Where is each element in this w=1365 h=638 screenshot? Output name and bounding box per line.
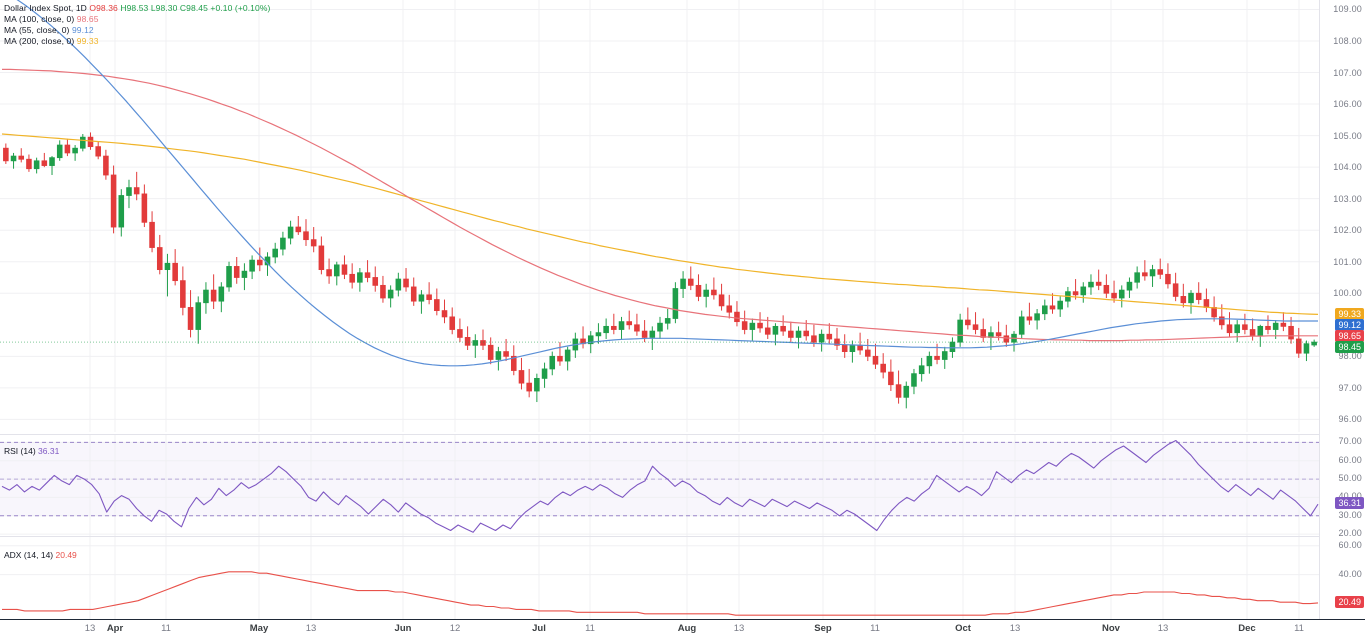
ma55-badge[interactable]: 99.12 [1335,319,1364,332]
time-tick-11: 11 [585,623,595,634]
time-tick-Apr: Apr [106,623,124,634]
price-tick-98.00: 98.00 [1338,351,1362,362]
price-tick-96.00: 96.00 [1338,414,1362,425]
ma200-badge[interactable]: 99.33 [1335,308,1364,321]
rsi-tick-50.00: 50.00 [1338,473,1362,484]
rsi-tick-70.00: 70.00 [1338,436,1362,447]
time-tick-11: 11 [1294,623,1304,634]
rsi-tick-40.00: 40.00 [1338,491,1362,501]
time-tick-11: 11 [870,623,880,634]
price-tick-100.00: 100.00 [1333,288,1362,299]
time-tick-11: 11 [161,623,171,634]
adx-pane[interactable] [0,536,1320,621]
price-tick-108.00: 108.00 [1333,35,1362,46]
rsi-badge[interactable]: 36.31 [1335,497,1364,510]
rsi-pane[interactable] [0,434,1320,536]
price-tick-109.00: 109.00 [1333,4,1362,15]
time-tick-Aug: Aug [677,623,697,634]
time-axis[interactable]: 13 Apr 11 May 13 Jun 12 Jul 11 Aug 13 Sep 11 Oct 13 Nov… [0,619,1365,638]
time-tick-Sep: Sep [814,623,832,634]
adx-tick-40.00: 40.00 [1338,568,1362,579]
price-tick-101.00: 101.00 [1333,256,1362,267]
time-tick-Jul: Jul [532,623,546,634]
price-tick-104.00: 104.00 [1333,162,1362,173]
adx-badge[interactable]: 20.49 [1335,595,1364,608]
price-axis[interactable]: 109.00 108.00 107.00 106.00 105.00 104.00 103.… [1319,0,1365,620]
rsi-tick-60.00: 60.00 [1338,454,1362,465]
price-tick-105.00: 105.00 [1333,130,1362,141]
ma100-badge[interactable]: 98.65 [1335,330,1364,343]
time-tick-13: 13 [305,623,317,634]
price-pane[interactable] [0,0,1320,432]
price-tick-106.00: 106.00 [1333,99,1362,110]
price-tick-103.00: 103.00 [1333,193,1362,204]
last-price-badge[interactable]: 98.45 [1335,341,1364,354]
price-tick-102.00: 102.00 [1333,225,1362,236]
time-tick-12: 12 [449,623,461,634]
rsi-tick-30.00: 30.00 [1338,509,1362,520]
time-tick-13: 13 [84,623,96,634]
time-tick-Nov: Nov [1102,623,1120,634]
rsi-tick-20.00: 20.00 [1338,528,1362,539]
time-tick-13: 13 [1157,623,1169,634]
time-tick-Jun: Jun [394,623,412,634]
time-tick-Dec: Dec [1238,623,1256,634]
price-tick-97.00: 97.00 [1338,382,1362,393]
time-tick-Oct: Oct [955,623,971,634]
adx-tick-60.00: 60.00 [1338,539,1362,550]
time-tick-May: May [249,623,269,634]
time-tick-13: 13 [1009,623,1021,634]
time-tick-13: 13 [733,623,745,634]
price-tick-107.00: 107.00 [1333,67,1362,78]
